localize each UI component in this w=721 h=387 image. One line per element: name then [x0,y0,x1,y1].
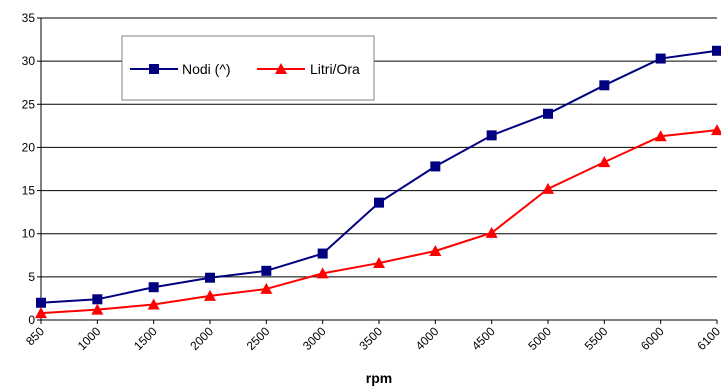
x-tick-label: 1500 [131,324,160,353]
x-tick-label: 2000 [187,324,216,353]
data-point [655,53,666,64]
data-point [35,307,47,319]
data-point [374,197,384,208]
data-point [711,124,721,136]
data-point [148,282,159,293]
x-tick-label: 6100 [694,324,721,353]
y-tick-label: 20 [22,140,36,154]
x-axis-title: rpm [366,370,392,386]
x-tick-label: 1000 [75,324,104,353]
x-tick-label: 4000 [413,324,442,353]
data-point [542,182,554,194]
series-line [40,129,718,315]
y-tick-label: 5 [28,270,35,284]
y-tick-label: 25 [22,97,36,111]
y-tick-label: 30 [22,54,36,68]
y-tick-label: 15 [22,184,36,198]
legend-marker [275,63,287,74]
series-2 [35,124,721,319]
x-tick-label: 5500 [582,324,611,353]
data-point [486,130,497,141]
data-point [429,244,442,256]
x-axis-ticks: 850 1000 1500 2000 2500 3000 3500 4000 4500 5000 5… [23,320,721,353]
data-point [712,45,721,56]
y-tick-label: 0 [28,313,35,327]
x-tick-label: 4500 [469,324,498,353]
data-point [147,298,160,310]
data-point [543,108,553,119]
data-point [260,282,273,294]
x-tick-label: 5000 [525,324,554,353]
x-tick-label: 3500 [356,324,385,353]
data-point [598,156,611,168]
data-point [430,161,441,172]
data-point [599,80,610,91]
data-point [485,226,498,238]
data-point [654,130,667,142]
data-point [373,257,385,269]
data-point [92,294,103,305]
legend-marker [149,64,159,74]
x-tick-label: 3000 [300,324,329,353]
y-axis-ticks: 0 5 10 15 20 25 30 35 [22,11,41,327]
data-point [261,265,272,276]
x-tick-label: 850 [23,324,47,348]
data-point [316,267,329,279]
legend-entry: Nodi (^) [130,61,231,77]
legend-entry: Litri/Ora [257,61,360,77]
series-group [35,45,721,319]
y-tick-label: 35 [22,11,36,25]
data-point [205,272,215,283]
data-point [36,297,46,308]
legend-label: Nodi (^) [182,61,231,77]
legend: Nodi (^) Litri/Ora [121,35,375,101]
series-1 [36,45,721,308]
data-point [317,248,328,259]
x-tick-label: 2500 [244,324,273,353]
data-point [91,303,104,315]
y-tick-label: 10 [22,227,36,241]
legend-label: Litri/Ora [310,61,360,77]
data-point [204,289,216,301]
x-tick-label: 6000 [638,324,667,353]
